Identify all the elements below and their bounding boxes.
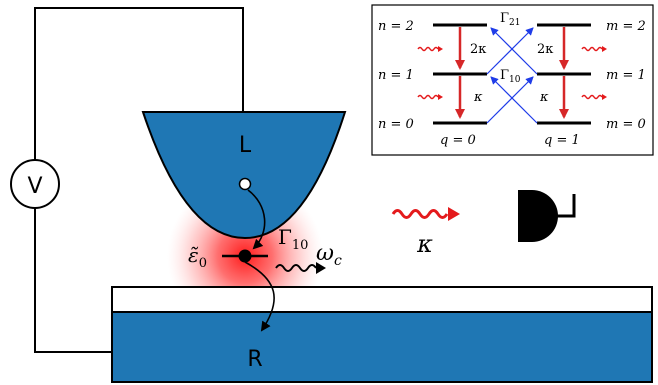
- photon-emission: ωc: [275, 241, 342, 274]
- charge-label-q1: q = 1: [544, 133, 580, 148]
- dot-to-lead-arrow: [244, 261, 275, 332]
- level-label-n2: n = 2: [378, 19, 414, 34]
- left-lead-label: L: [239, 133, 252, 158]
- decay-rate-label: κ: [416, 230, 433, 258]
- level-label-m2: m = 2: [606, 19, 646, 34]
- voltage-label: V: [27, 174, 42, 199]
- level-label-n1: n = 1: [378, 68, 414, 83]
- photon-frequency-label: ωc: [316, 241, 342, 269]
- inset-frame: [371, 4, 654, 156]
- decay-arrows: [455, 27, 569, 119]
- dot-level: [222, 249, 268, 263]
- rate-label-left-lower: κ: [473, 90, 483, 105]
- quantum-dot: [238, 249, 252, 263]
- dot-level-label: ε̃0: [188, 243, 207, 271]
- voltage-source: V: [10, 159, 60, 209]
- level-label-n0: n = 0: [378, 117, 414, 132]
- circuit-wire: [34, 7, 244, 353]
- right-lead-label: R: [247, 347, 262, 372]
- rate-label-right-lower: κ: [539, 90, 549, 105]
- rate-label-left-upper: 2κ: [470, 42, 486, 57]
- left-lead: L: [141, 111, 347, 240]
- electron-marker: [238, 177, 252, 191]
- emission-wiggles: [417, 46, 607, 100]
- level-label-m0: m = 0: [606, 117, 646, 132]
- detector-icon: [518, 190, 576, 242]
- level-label-m1: m = 1: [606, 68, 646, 83]
- rate-label-right-upper: 2κ: [537, 42, 553, 57]
- right-lead: R: [111, 286, 653, 383]
- right-ladder: [537, 23, 591, 125]
- level-diagram-inset: n = 2 n = 1 n = 0 m = 2 m = 1 m = 0 q = …: [371, 4, 654, 156]
- tunneling-arrow: [247, 189, 266, 250]
- rate-label-gamma10: Γ10: [500, 68, 521, 85]
- rate-label-gamma21: Γ21: [500, 11, 520, 28]
- tunneling-rate-label: Γ10: [278, 225, 308, 253]
- charge-label-q0: q = 0: [440, 133, 476, 148]
- tunneling-arrows: [486, 27, 538, 124]
- left-ladder: [433, 23, 487, 125]
- emitted-photon: κ: [391, 207, 460, 258]
